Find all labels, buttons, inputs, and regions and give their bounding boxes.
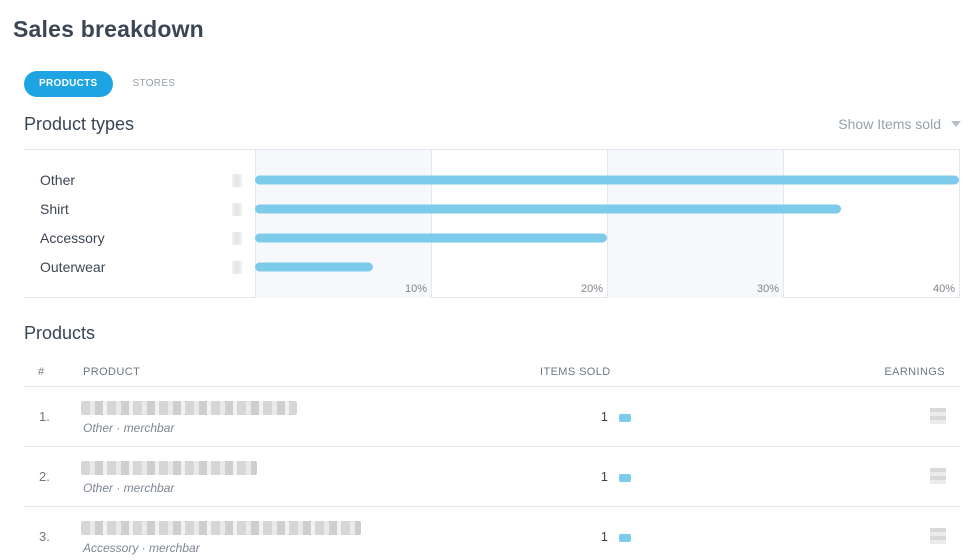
tab-stores[interactable]: STORES bbox=[132, 78, 176, 89]
product-subtitle: Other · merchbar bbox=[83, 421, 175, 435]
chart-category-label: Shirt bbox=[40, 201, 69, 217]
page-title: Sales breakdown bbox=[13, 16, 204, 42]
product-name-redacted bbox=[81, 461, 257, 475]
items-sold-bar bbox=[619, 474, 631, 482]
row-rank: 3. bbox=[39, 529, 50, 544]
chart-category-label: Accessory bbox=[40, 230, 105, 246]
show-metric-label: Show Items sold bbox=[838, 116, 941, 132]
chart-bar bbox=[255, 204, 842, 214]
items-sold-bar bbox=[619, 534, 631, 542]
table-row[interactable]: 1. Other · merchbar 1 bbox=[24, 387, 960, 447]
chart-bar bbox=[255, 262, 373, 272]
earnings-redacted bbox=[930, 528, 946, 544]
products-title: Products bbox=[24, 323, 96, 343]
x-tick-label: 10% bbox=[405, 283, 427, 295]
product-name-redacted bbox=[81, 521, 361, 535]
column-header-items-sold[interactable]: ITEMS SOLD bbox=[540, 366, 611, 378]
product-types-title: Product types bbox=[24, 114, 135, 134]
earnings-redacted bbox=[930, 468, 946, 484]
items-sold-value: 1 bbox=[600, 469, 608, 484]
items-sold-value: 1 bbox=[600, 529, 608, 544]
table-header: # PRODUCT ITEMS SOLD EARNINGS bbox=[24, 356, 960, 387]
column-header-number: # bbox=[38, 366, 45, 378]
column-header-product[interactable]: PRODUCT bbox=[83, 366, 141, 378]
product-types-chart: 10% 20% 30% 40% Other Shirt Accessory Outer… bbox=[24, 149, 960, 298]
items-sold-value: 1 bbox=[600, 409, 608, 424]
x-tick-label: 20% bbox=[581, 283, 603, 295]
column-header-earnings[interactable]: EARNINGS bbox=[884, 366, 945, 378]
chart-canvas: 10% 20% 30% 40% bbox=[255, 150, 960, 298]
row-rank: 2. bbox=[39, 469, 50, 484]
product-subtitle: Other · merchbar bbox=[83, 481, 175, 495]
blurred-value bbox=[232, 174, 242, 187]
show-metric-dropdown[interactable]: Show Items sold bbox=[838, 116, 961, 132]
product-subtitle: Accessory · merchbar bbox=[83, 541, 200, 555]
grid-band bbox=[255, 150, 431, 298]
x-tick-label: 30% bbox=[757, 283, 779, 295]
x-tick-label: 40% bbox=[933, 283, 955, 295]
blurred-value bbox=[232, 261, 242, 274]
caret-down-icon bbox=[951, 121, 961, 127]
products-table: # PRODUCT ITEMS SOLD EARNINGS 1. Other ·… bbox=[24, 356, 960, 560]
tab-bar: PRODUCTS STORES bbox=[24, 71, 190, 97]
grid-band bbox=[607, 150, 783, 298]
tab-products[interactable]: PRODUCTS bbox=[24, 71, 113, 97]
chart-bar bbox=[255, 233, 607, 243]
chart-category-label: Other bbox=[40, 172, 76, 188]
table-row[interactable]: 2. Other · merchbar 1 bbox=[24, 447, 960, 507]
row-rank: 1. bbox=[39, 409, 50, 424]
chart-bar bbox=[255, 175, 959, 185]
blurred-value bbox=[232, 232, 242, 245]
items-sold-bar bbox=[619, 414, 631, 422]
product-name-redacted bbox=[81, 401, 297, 415]
blurred-value bbox=[232, 203, 242, 216]
earnings-redacted bbox=[930, 408, 946, 424]
chart-category-label: Outerwear bbox=[40, 259, 106, 275]
table-row[interactable]: 3. Accessory · merchbar 1 bbox=[24, 507, 960, 560]
